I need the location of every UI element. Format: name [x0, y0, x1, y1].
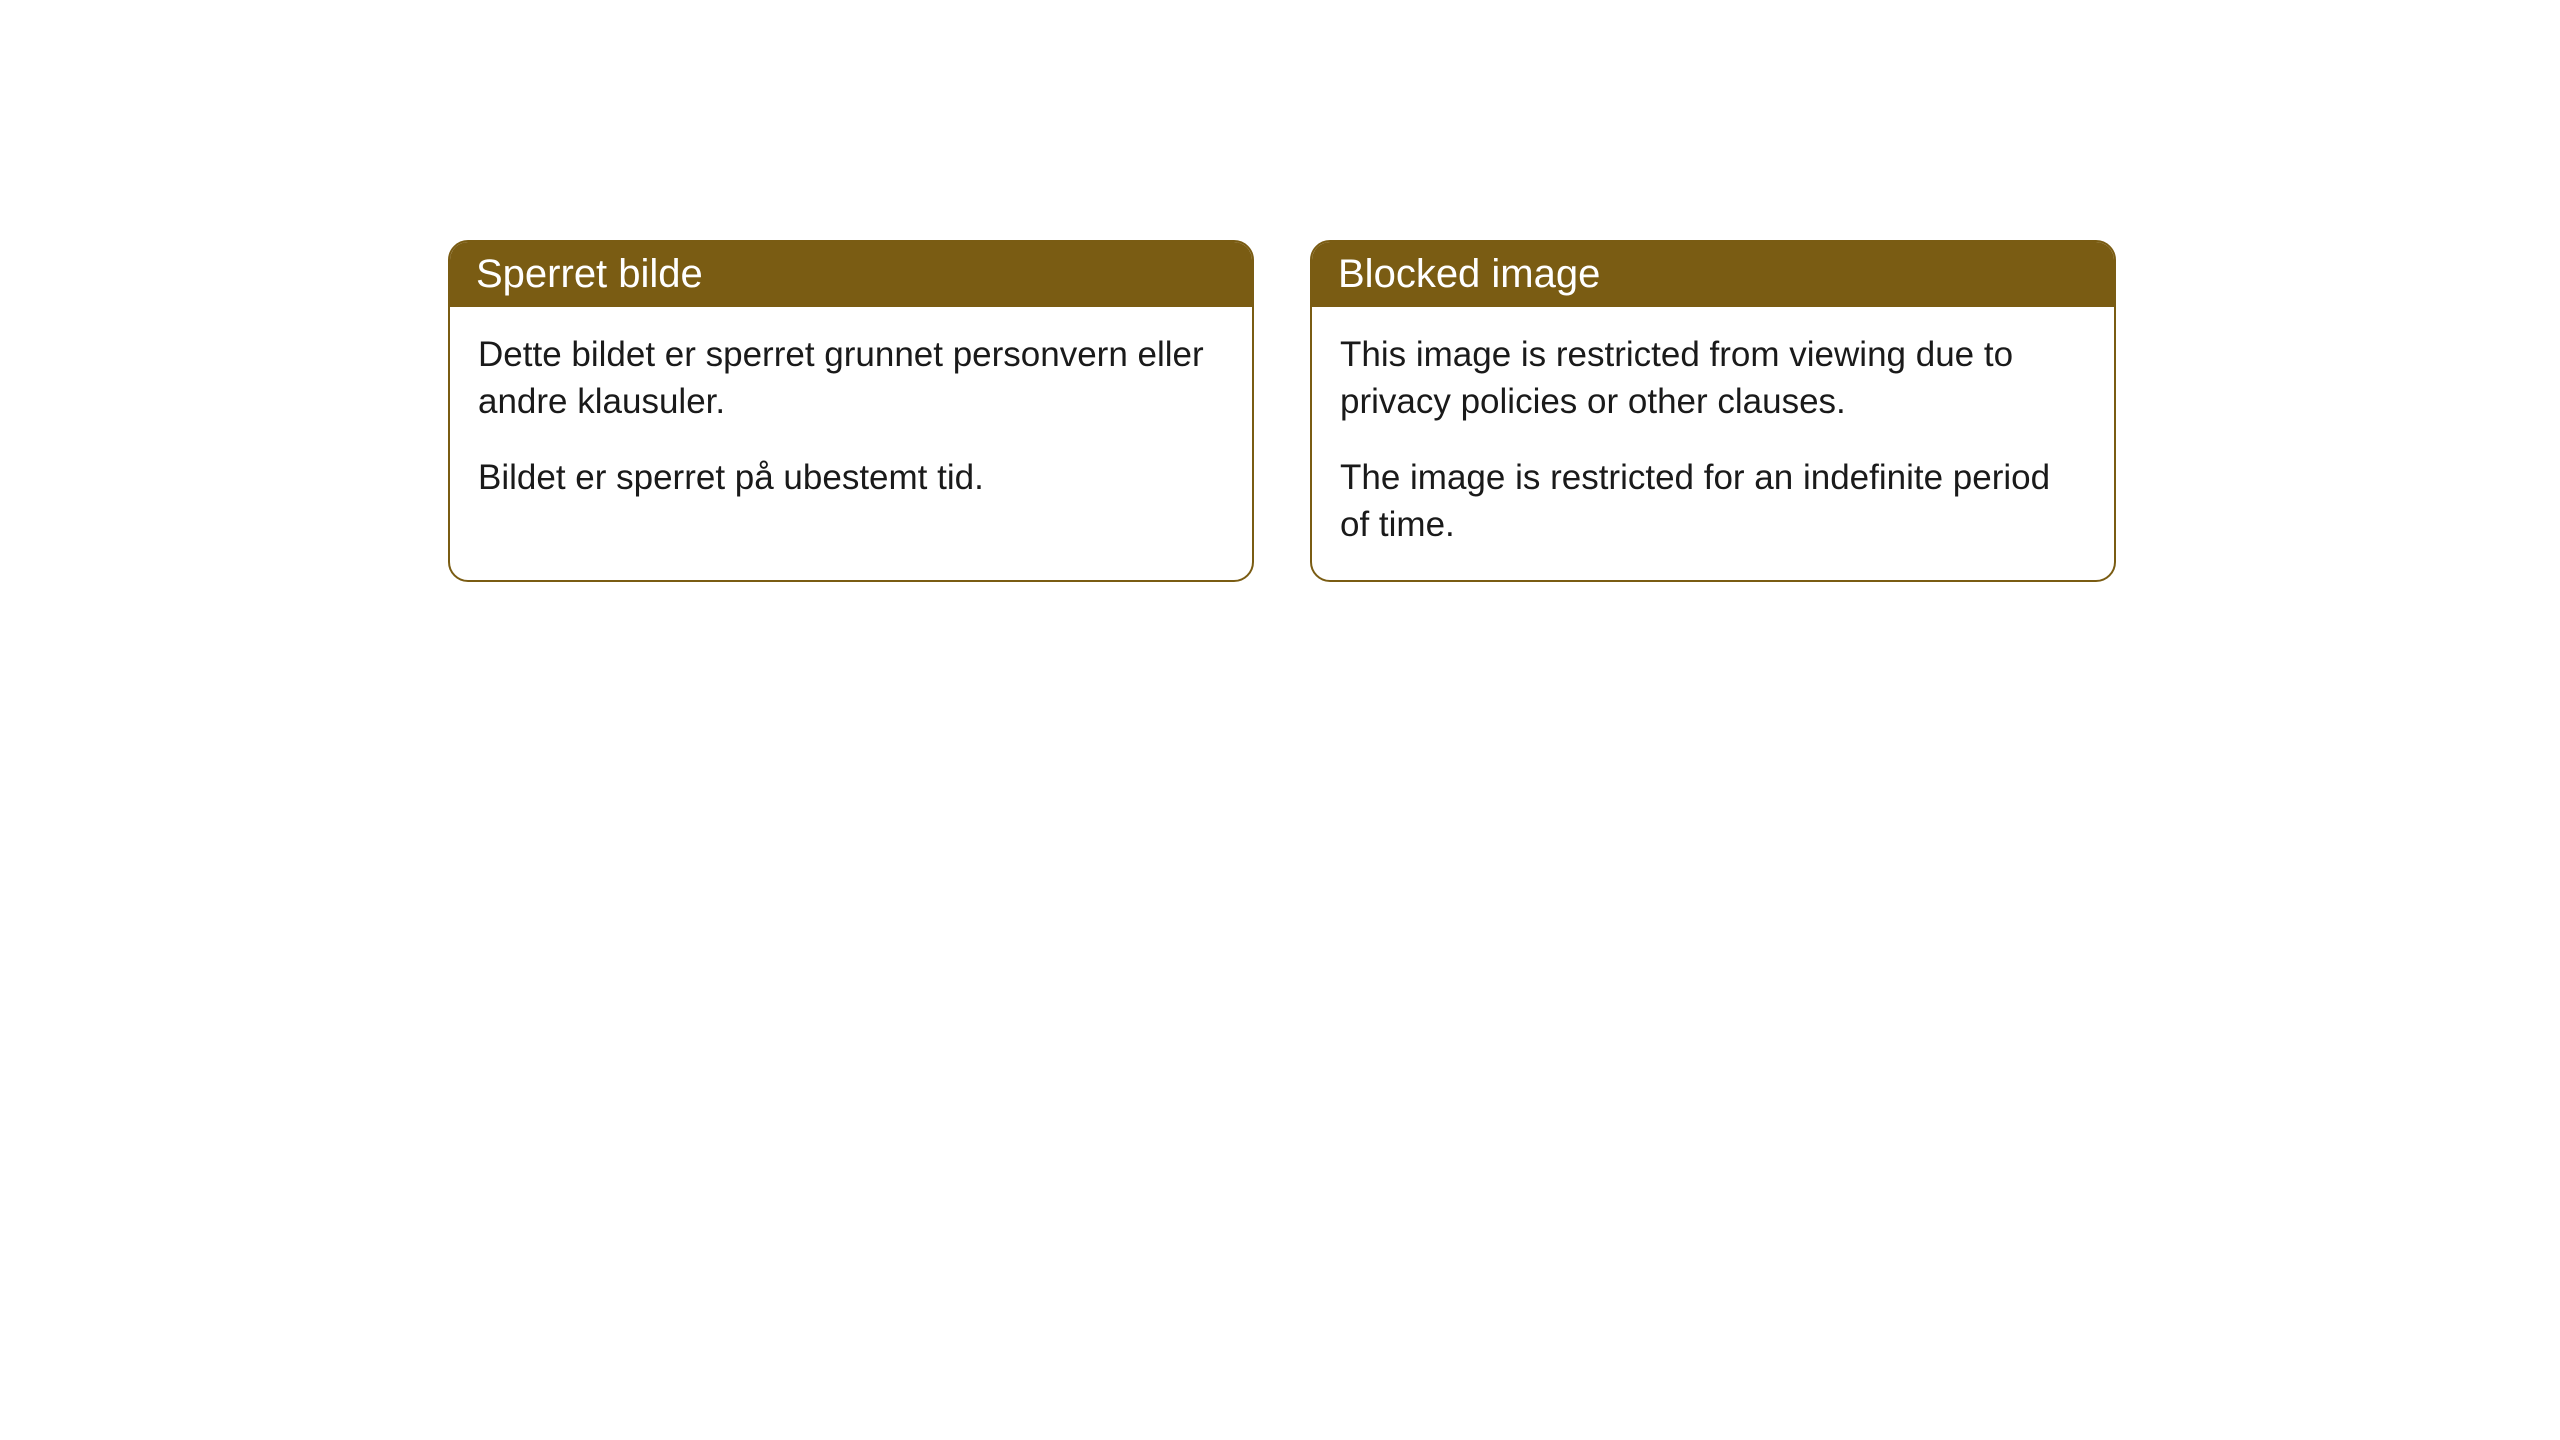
paragraph-norwegian-2: Bildet er sperret på ubestemt tid. — [478, 454, 1224, 501]
card-english: Blocked image This image is restricted f… — [1310, 240, 2116, 582]
card-norwegian: Sperret bilde Dette bildet er sperret gr… — [448, 240, 1254, 582]
card-body-norwegian: Dette bildet er sperret grunnet personve… — [450, 307, 1252, 533]
cards-container: Sperret bilde Dette bildet er sperret gr… — [448, 240, 2116, 582]
paragraph-english-1: This image is restricted from viewing du… — [1340, 331, 2086, 426]
card-header-english: Blocked image — [1312, 242, 2114, 307]
card-body-english: This image is restricted from viewing du… — [1312, 307, 2114, 580]
paragraph-english-2: The image is restricted for an indefinit… — [1340, 454, 2086, 549]
card-header-norwegian: Sperret bilde — [450, 242, 1252, 307]
paragraph-norwegian-1: Dette bildet er sperret grunnet personve… — [478, 331, 1224, 426]
